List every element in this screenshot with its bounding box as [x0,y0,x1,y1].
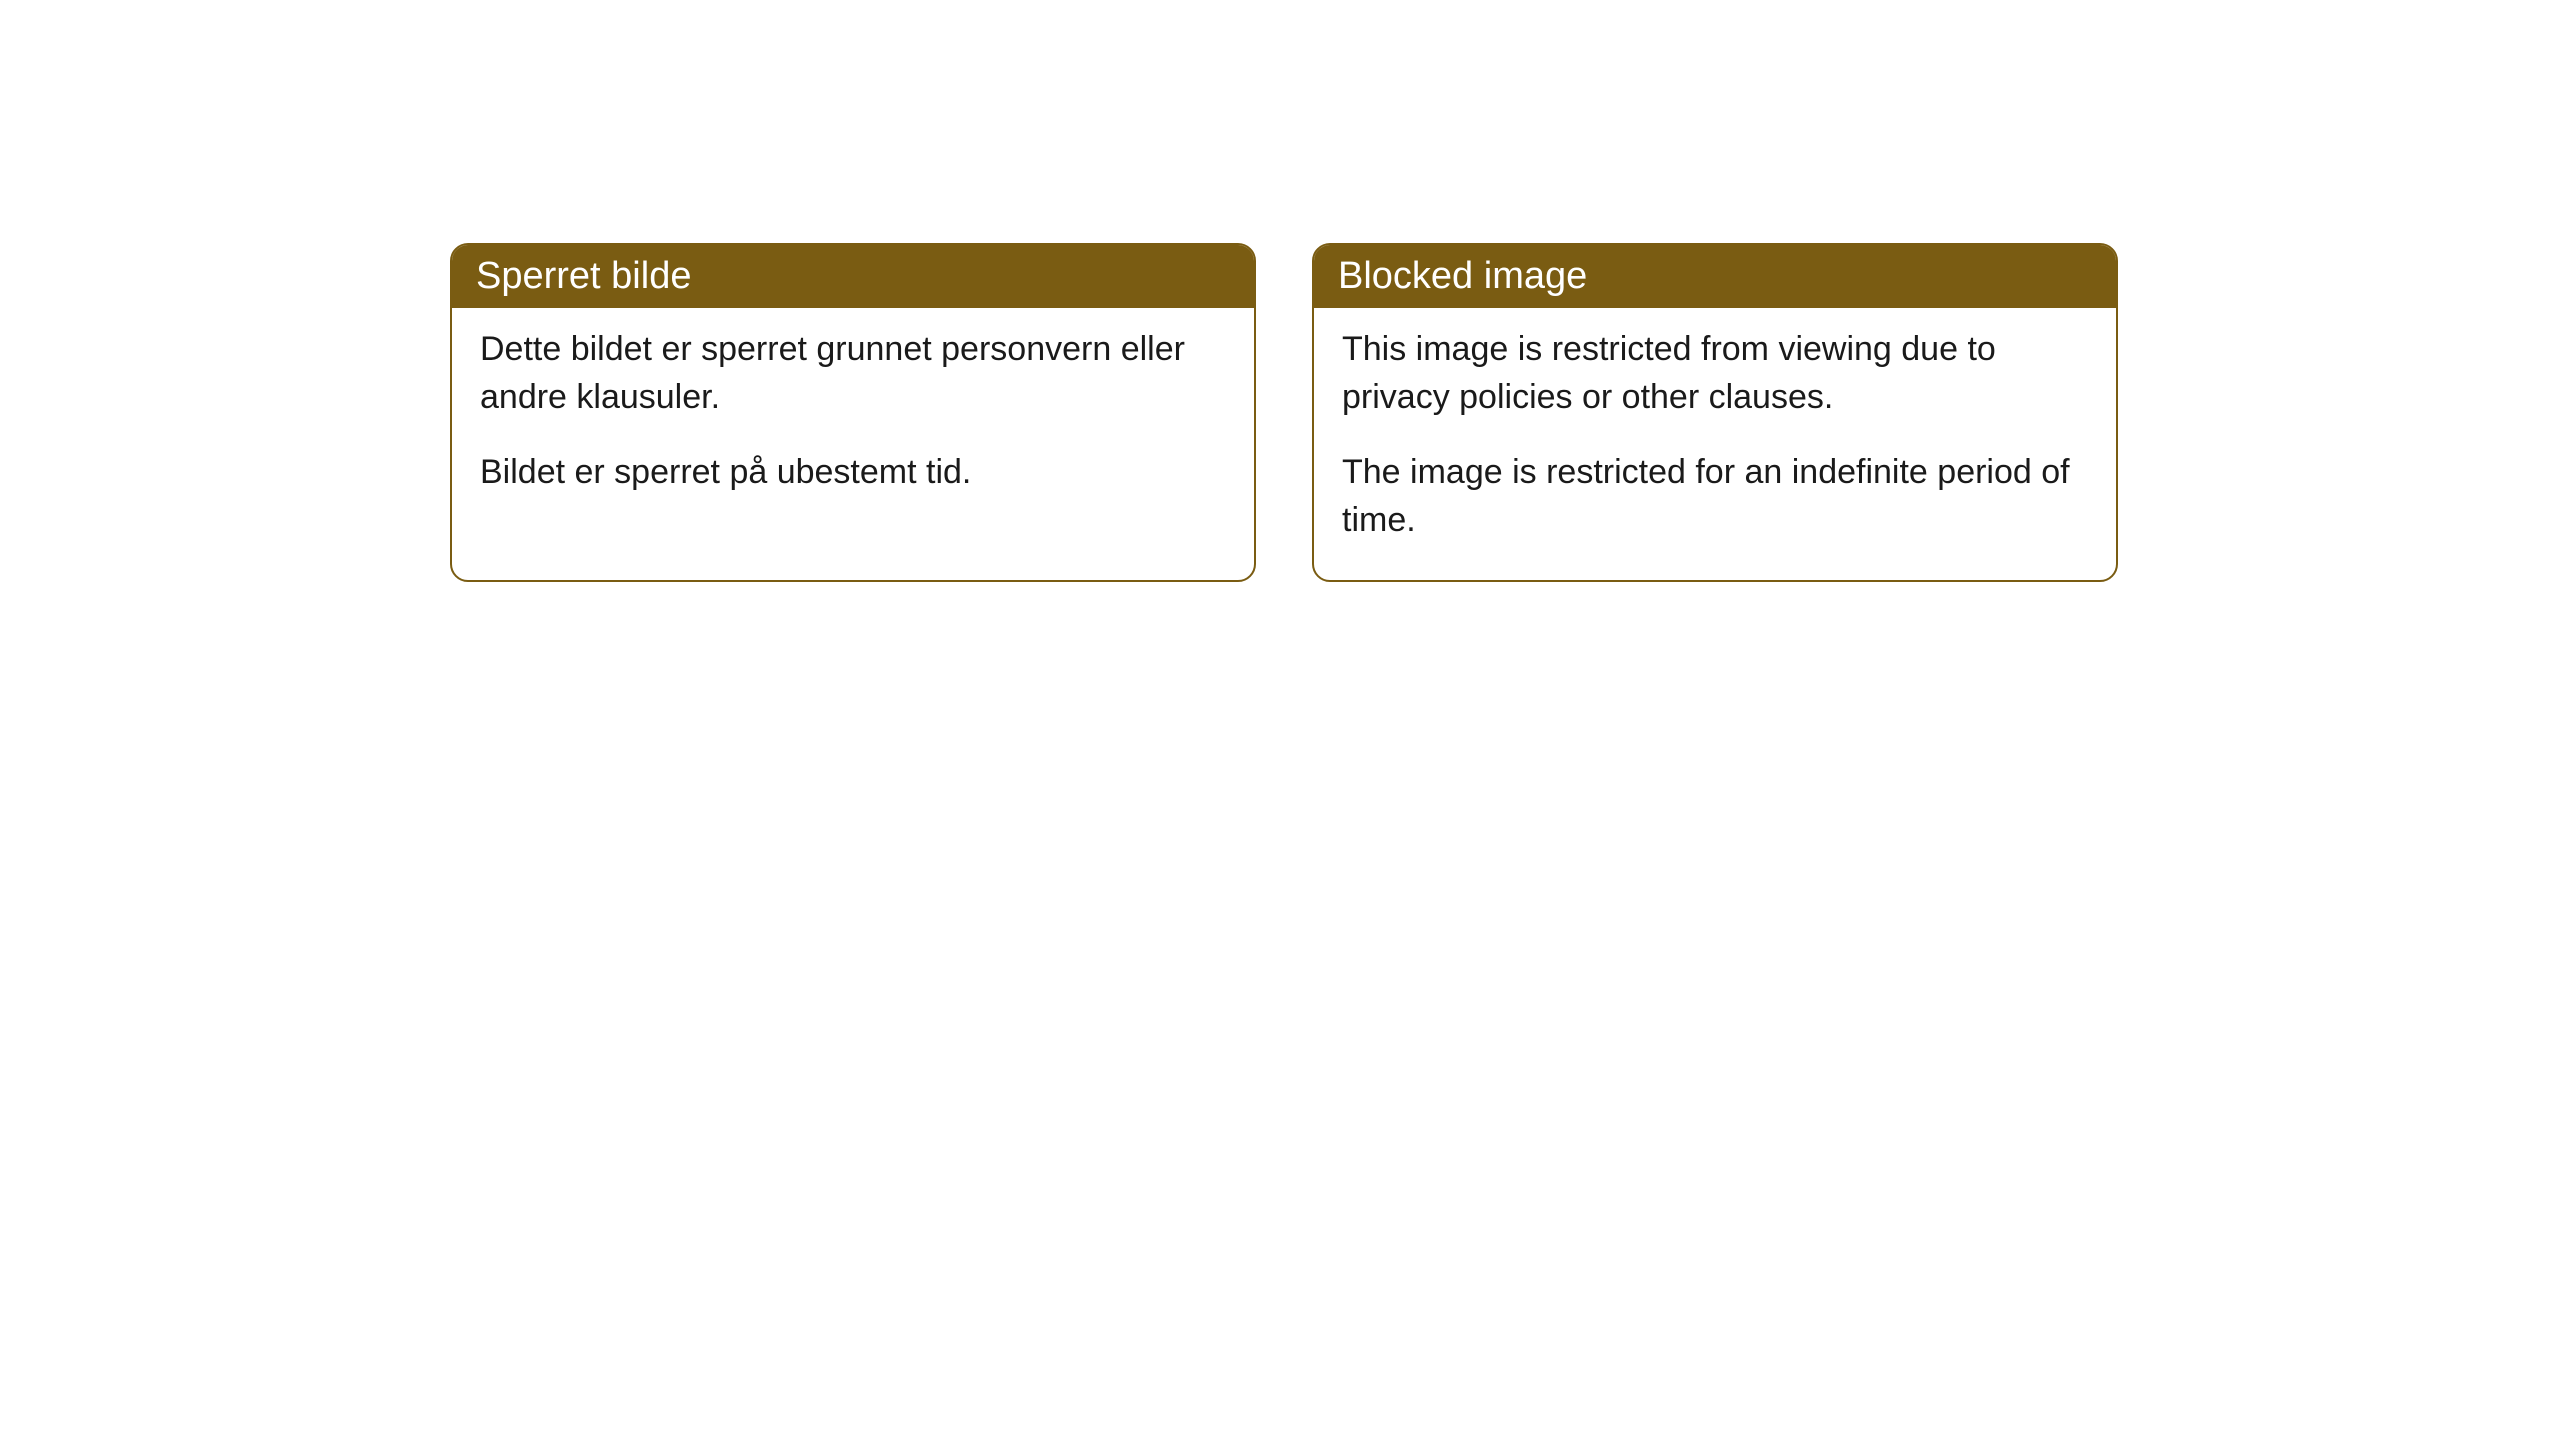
card-paragraph: The image is restricted for an indefinit… [1342,449,2088,544]
card-title: Blocked image [1338,255,1587,297]
card-paragraph: Bildet er sperret på ubestemt tid. [480,449,1226,497]
card-body: This image is restricted from viewing du… [1314,308,2116,580]
card-title: Sperret bilde [476,255,691,297]
notice-cards-container: Sperret bilde Dette bildet er sperret gr… [450,243,2118,582]
card-header: Blocked image [1314,245,2116,308]
card-paragraph: This image is restricted from viewing du… [1342,326,2088,421]
blocked-image-card-english: Blocked image This image is restricted f… [1312,243,2118,582]
blocked-image-card-norwegian: Sperret bilde Dette bildet er sperret gr… [450,243,1256,582]
card-body: Dette bildet er sperret grunnet personve… [452,308,1254,533]
card-paragraph: Dette bildet er sperret grunnet personve… [480,326,1226,421]
card-header: Sperret bilde [452,245,1254,308]
